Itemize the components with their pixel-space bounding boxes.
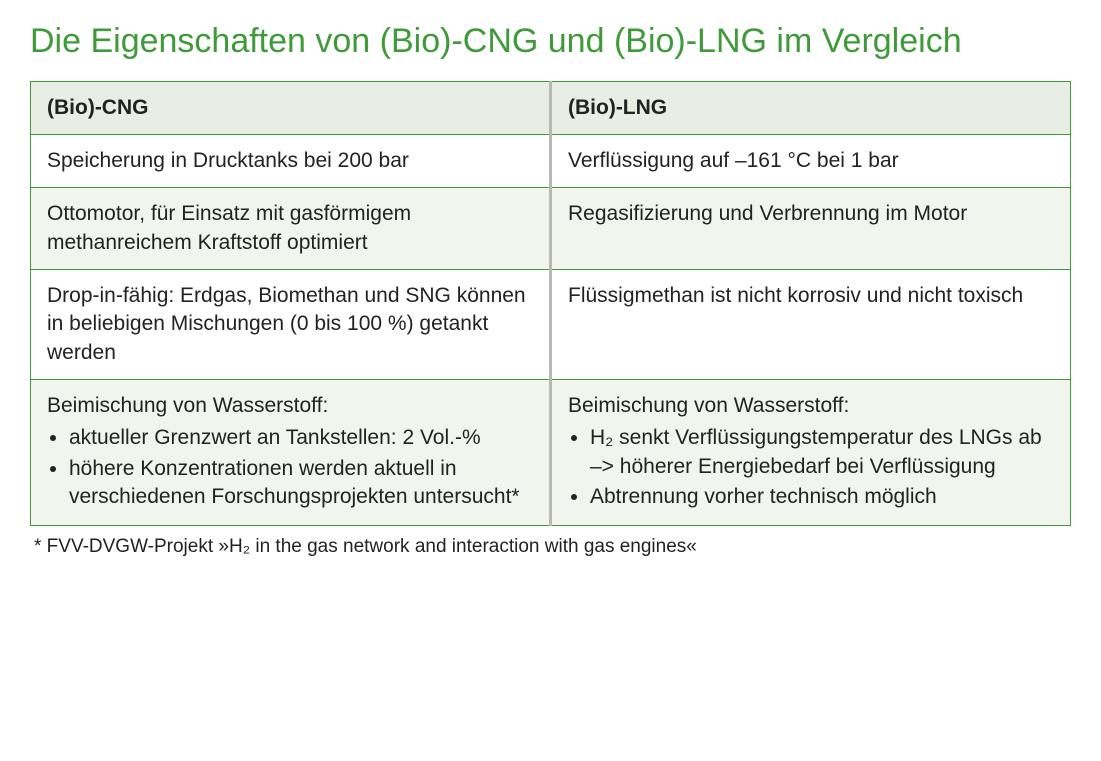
- table-row: Beimischung von Wasserstoff: aktueller Gr…: [31, 379, 1071, 525]
- table-row: Speicherung in Drucktanks bei 200 barVer…: [31, 134, 1071, 187]
- page-title: Die Eigenschaften von (Bio)-CNG und (Bio…: [30, 20, 1071, 63]
- lng-cell: Regasifizierung und Verbrennung im Motor: [551, 188, 1071, 270]
- bullet-item: Abtrennung vorher technisch möglich: [590, 483, 1054, 511]
- col-header-lng: (Bio)-LNG: [551, 81, 1071, 134]
- cng-cell: Beimischung von Wasserstoff: aktueller Gr…: [31, 379, 551, 525]
- cng-cell: Drop-in-fähig: Erdgas, Biomethan und SNG…: [31, 269, 551, 379]
- table-row: Drop-in-fähig: Erdgas, Biomethan und SNG…: [31, 269, 1071, 379]
- lng-cell-bullets: H₂ senkt Verflüssigungstemperatur des LN…: [568, 424, 1054, 511]
- bullet-item: H₂ senkt Verflüssigungstemperatur des LN…: [590, 424, 1054, 481]
- lng-cell: Verflüssigung auf –161 °C bei 1 bar: [551, 134, 1071, 187]
- cng-cell: Speicherung in Drucktanks bei 200 bar: [31, 134, 551, 187]
- bullet-item: höhere Konzentrationen werden aktuell in…: [69, 455, 533, 512]
- lng-cell: Beimischung von Wasserstoff: H₂ senkt Ver…: [551, 379, 1071, 525]
- table-body: Speicherung in Drucktanks bei 200 barVer…: [31, 134, 1071, 525]
- comparison-table: (Bio)-CNG (Bio)-LNG Speicherung in Druck…: [30, 81, 1071, 527]
- table-header-row: (Bio)-CNG (Bio)-LNG: [31, 81, 1071, 134]
- bullet-item: aktueller Grenzwert an Tankstellen: 2 Vo…: [69, 424, 533, 452]
- cng-cell: Ottomotor, für Einsatz mit gasförmigem m…: [31, 188, 551, 270]
- cng-cell-bullets: aktueller Grenzwert an Tankstellen: 2 Vo…: [47, 424, 533, 511]
- cng-cell-intro: Beimischung von Wasserstoff:: [47, 392, 533, 420]
- col-header-cng: (Bio)-CNG: [31, 81, 551, 134]
- lng-cell-intro: Beimischung von Wasserstoff:: [568, 392, 1054, 420]
- lng-cell: Flüssigmethan ist nicht korrosiv und nic…: [551, 269, 1071, 379]
- footnote: * FVV-DVGW-Projekt »H₂ in the gas networ…: [34, 536, 1067, 558]
- table-row: Ottomotor, für Einsatz mit gasförmigem m…: [31, 188, 1071, 270]
